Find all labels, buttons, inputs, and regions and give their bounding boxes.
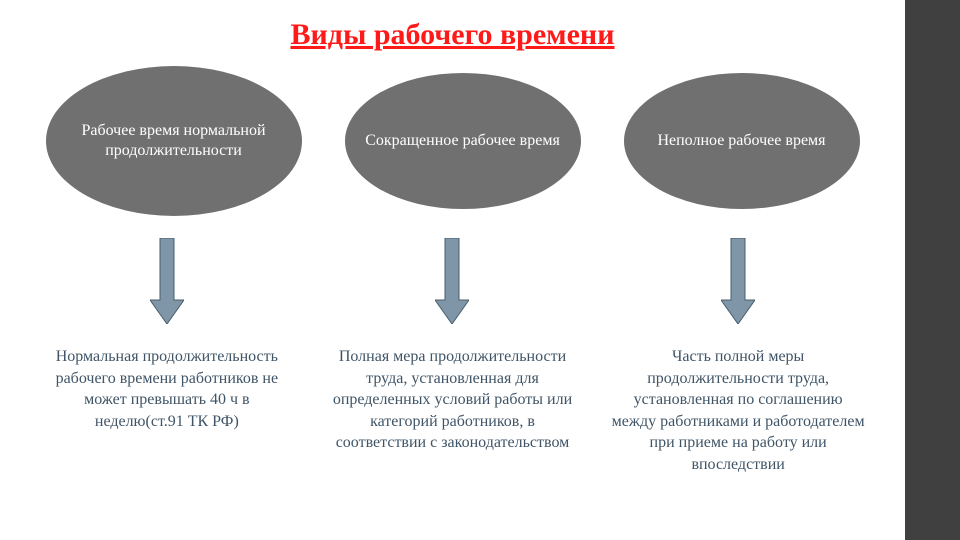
- ellipse-reduced-time: Сокращенное рабочее время: [345, 73, 581, 209]
- down-arrow-icon: [150, 238, 184, 324]
- arrow-row: [0, 238, 905, 324]
- ellipse-row: Рабочее время нормальной продолжительнос…: [0, 66, 905, 216]
- description-normal: Нормальная продолжительность рабочего вр…: [39, 346, 294, 476]
- description-partial: Часть полной меры продолжительности труд…: [611, 346, 866, 476]
- down-arrow-icon: [435, 238, 469, 324]
- slide: Виды рабочего времени Рабочее время норм…: [0, 0, 905, 540]
- description-reduced: Полная мера продолжительности труда, уст…: [325, 346, 580, 476]
- ellipse-label: Сокращенное рабочее время: [365, 131, 560, 151]
- slide-sidebar: [905, 0, 960, 540]
- ellipse-normal-time: Рабочее время нормальной продолжительнос…: [46, 66, 302, 216]
- ellipse-label: Неполное рабочее время: [657, 131, 825, 151]
- down-arrow-icon: [721, 238, 755, 324]
- description-row: Нормальная продолжительность рабочего вр…: [0, 346, 905, 476]
- ellipse-partial-time: Неполное рабочее время: [624, 73, 860, 209]
- ellipse-label: Рабочее время нормальной продолжительнос…: [64, 121, 284, 161]
- page-title: Виды рабочего времени: [0, 0, 905, 60]
